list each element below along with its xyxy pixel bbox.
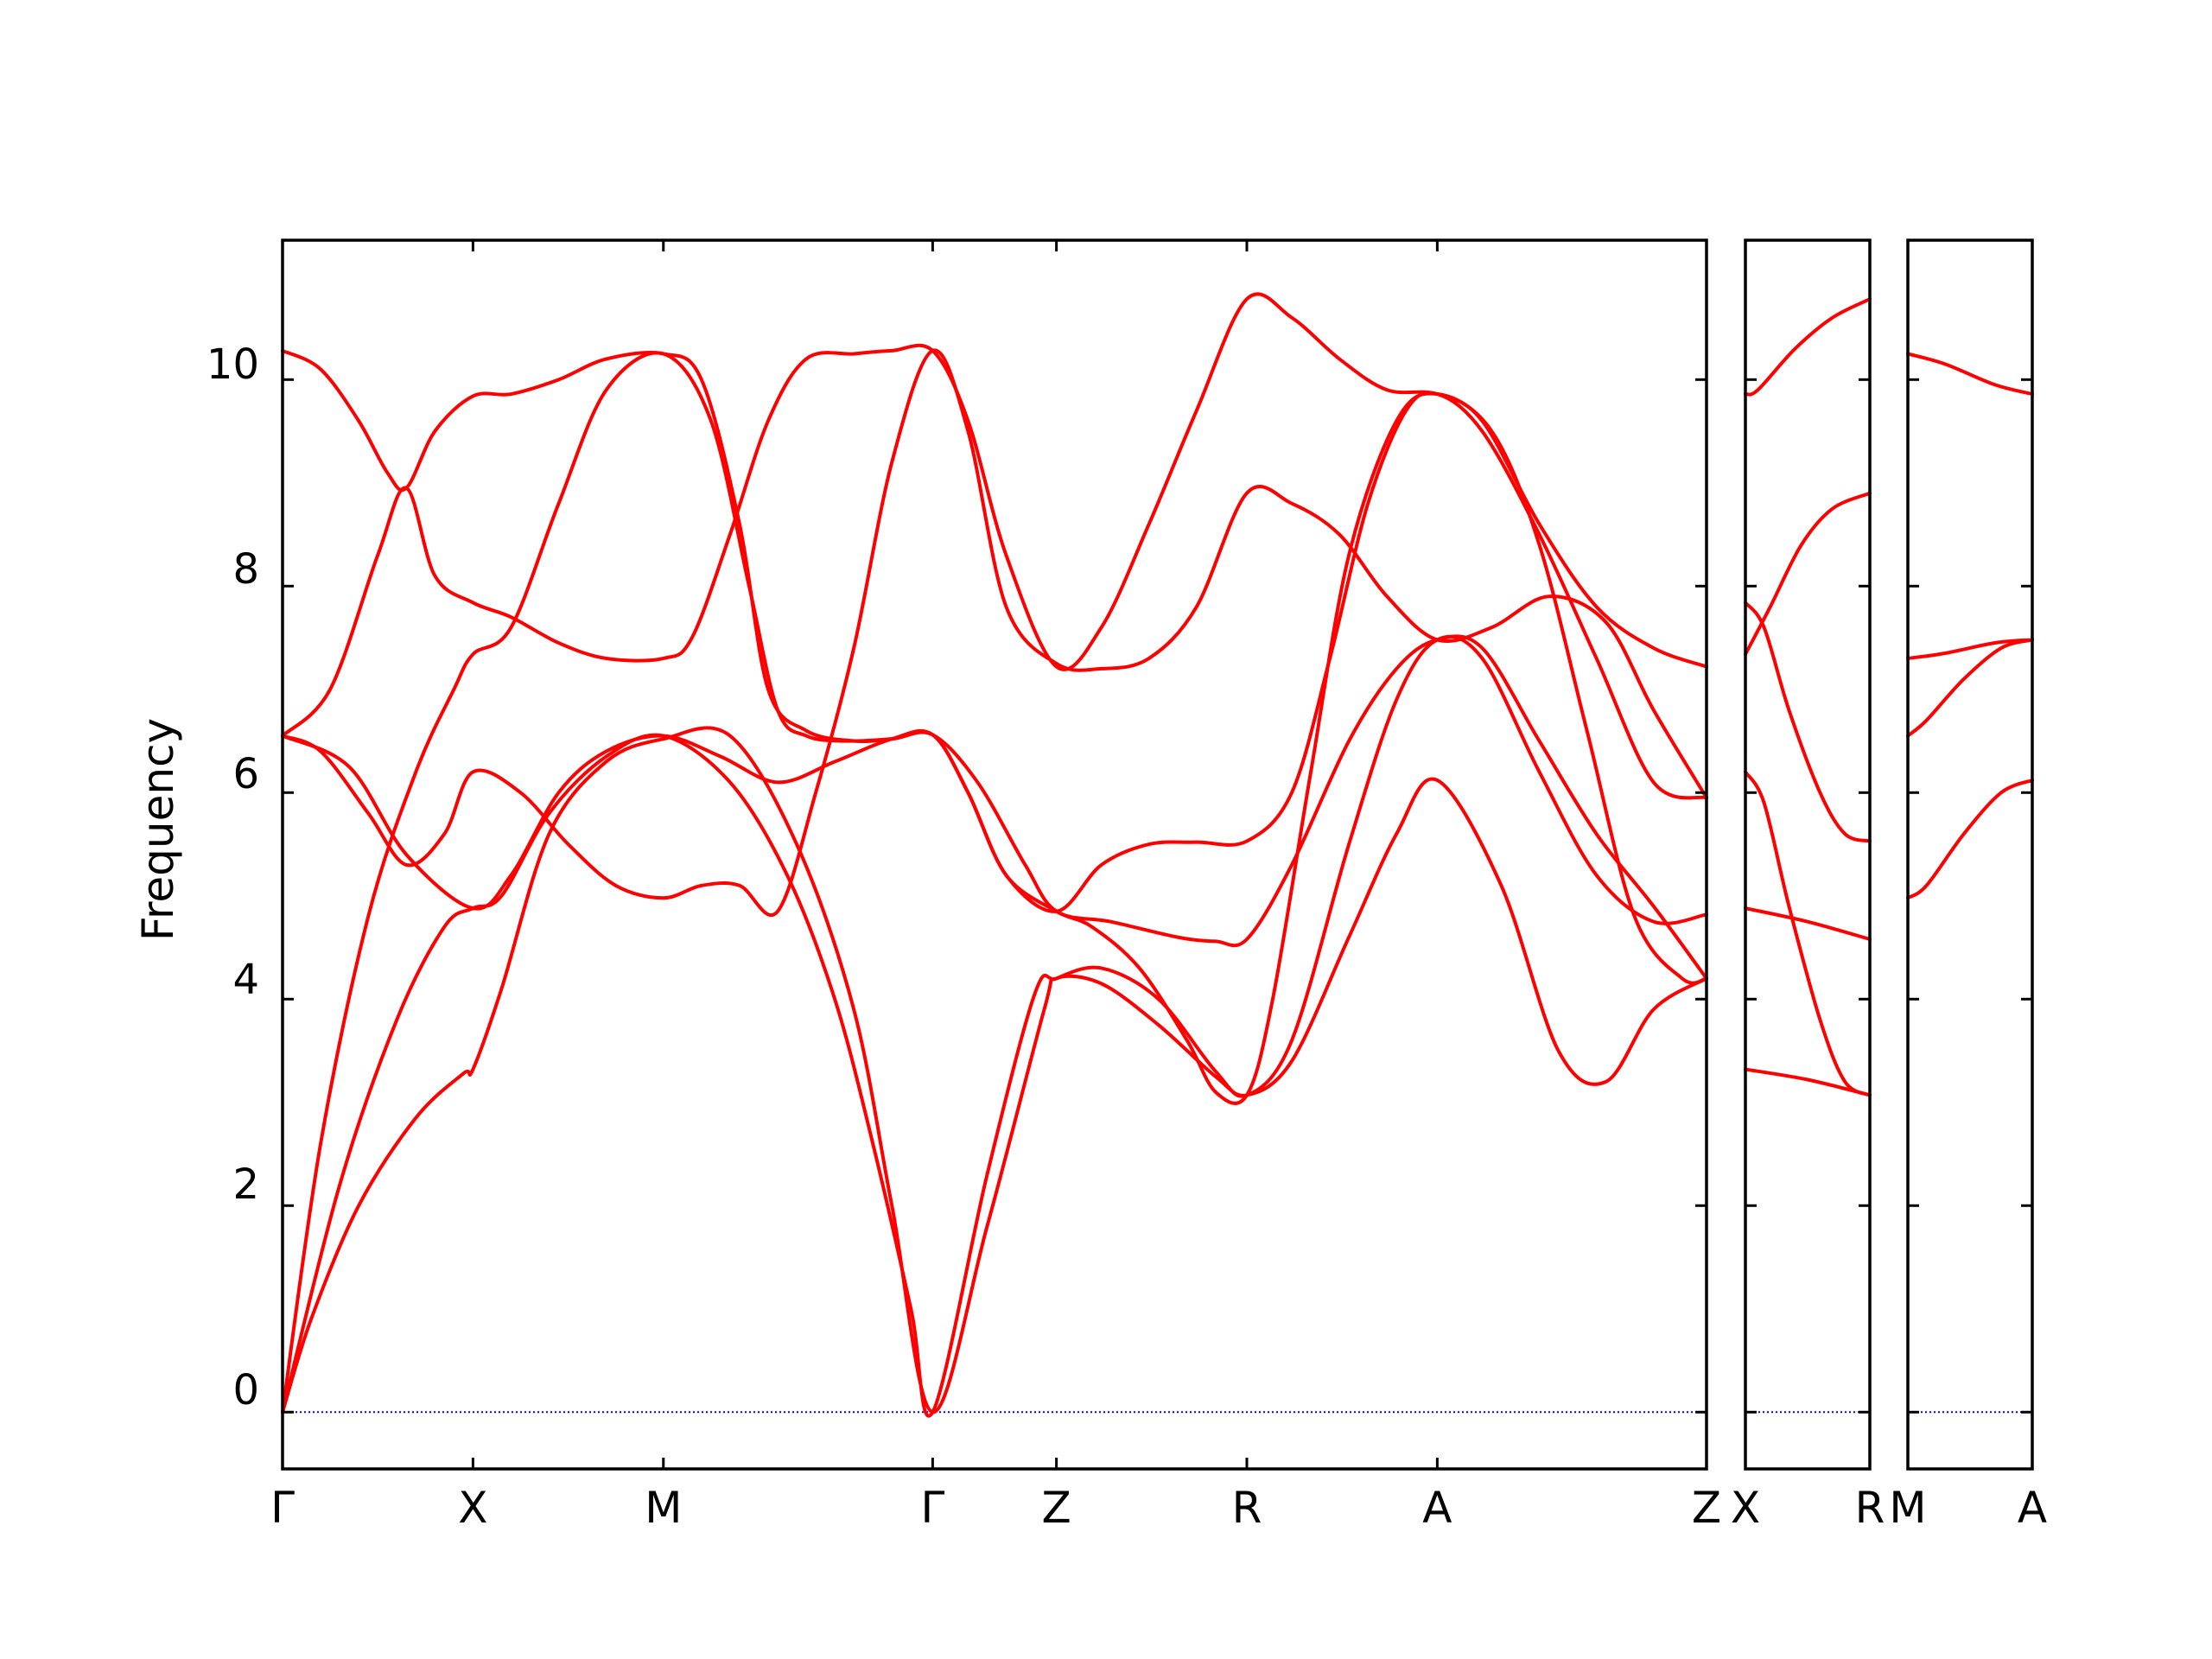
y-tick-label: 0	[232, 1366, 259, 1414]
band-line	[281, 726, 1708, 1414]
y-axis-tick-labels: 0 2 4 6 8 10	[207, 340, 259, 1414]
x-tick-label: R	[1855, 1483, 1885, 1533]
y-tick-label: 10	[207, 340, 259, 389]
y-tick-label: 6	[232, 750, 259, 798]
band-line	[1906, 638, 2034, 738]
x-tick-label: Z	[1041, 1483, 1071, 1533]
band-line	[1906, 778, 2034, 900]
band-line	[1906, 638, 2034, 660]
panel-frame	[1744, 238, 1872, 1471]
panel-frame	[1906, 238, 2034, 1471]
x-tick-label: Z	[1692, 1483, 1721, 1533]
band-line	[1744, 1067, 1872, 1097]
x-tick-label: M	[1889, 1483, 1926, 1533]
y-tick-label: 8	[232, 545, 259, 594]
x-tick-label: R	[1232, 1483, 1262, 1533]
band-line	[1906, 352, 2034, 397]
y-tick-label: 2	[232, 1160, 259, 1209]
x-tick-label: Γ	[270, 1483, 295, 1533]
band-line	[1744, 601, 1872, 843]
x-tick-label: X	[1731, 1483, 1760, 1533]
band-line	[281, 391, 1708, 913]
y-tick-label: 4	[232, 956, 259, 1004]
band-line	[1744, 770, 1872, 1097]
panel-frame	[281, 238, 1708, 1471]
x-tick-label: Γ	[920, 1483, 944, 1533]
band-line	[1744, 297, 1872, 397]
x-tick-label: A	[2018, 1483, 2047, 1533]
band-line	[281, 348, 1708, 1105]
y-axis-label: Frequency	[133, 718, 183, 941]
band-line	[281, 634, 1708, 1418]
x-tick-label: M	[645, 1483, 682, 1533]
band-line	[281, 292, 1708, 738]
band-line	[1744, 906, 1872, 941]
x-tick-label: A	[1422, 1483, 1452, 1533]
band-line	[1744, 491, 1872, 657]
x-tick-label: X	[458, 1483, 487, 1533]
